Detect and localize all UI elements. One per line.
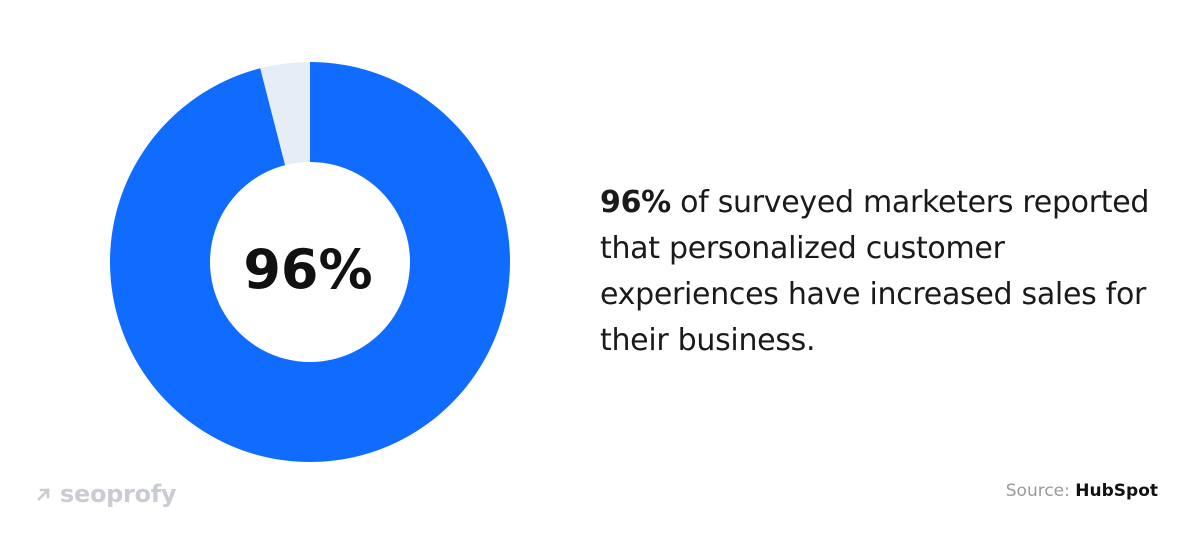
donut-center-label: 96% <box>243 238 372 301</box>
donut-slice-1 <box>109 62 510 462</box>
donut-slice-2 <box>260 62 310 166</box>
source-prefix: Source: <box>1005 481 1070 501</box>
source-name: HubSpot <box>1075 481 1158 501</box>
brand-name: seoprofy <box>60 480 177 508</box>
source-credit: Source: HubSpot <box>1006 481 1158 501</box>
statement-body: of surveyed marketers reported that pers… <box>600 185 1150 358</box>
donut-chart: 96% <box>109 62 510 462</box>
donut-slices <box>109 62 510 462</box>
statement-text: 96% of surveyed marketers reported that … <box>600 180 1160 364</box>
statement-highlight: 96% <box>600 185 671 220</box>
arrow-up-right-icon <box>37 488 50 501</box>
brand-logo: seoprofy <box>36 478 177 510</box>
